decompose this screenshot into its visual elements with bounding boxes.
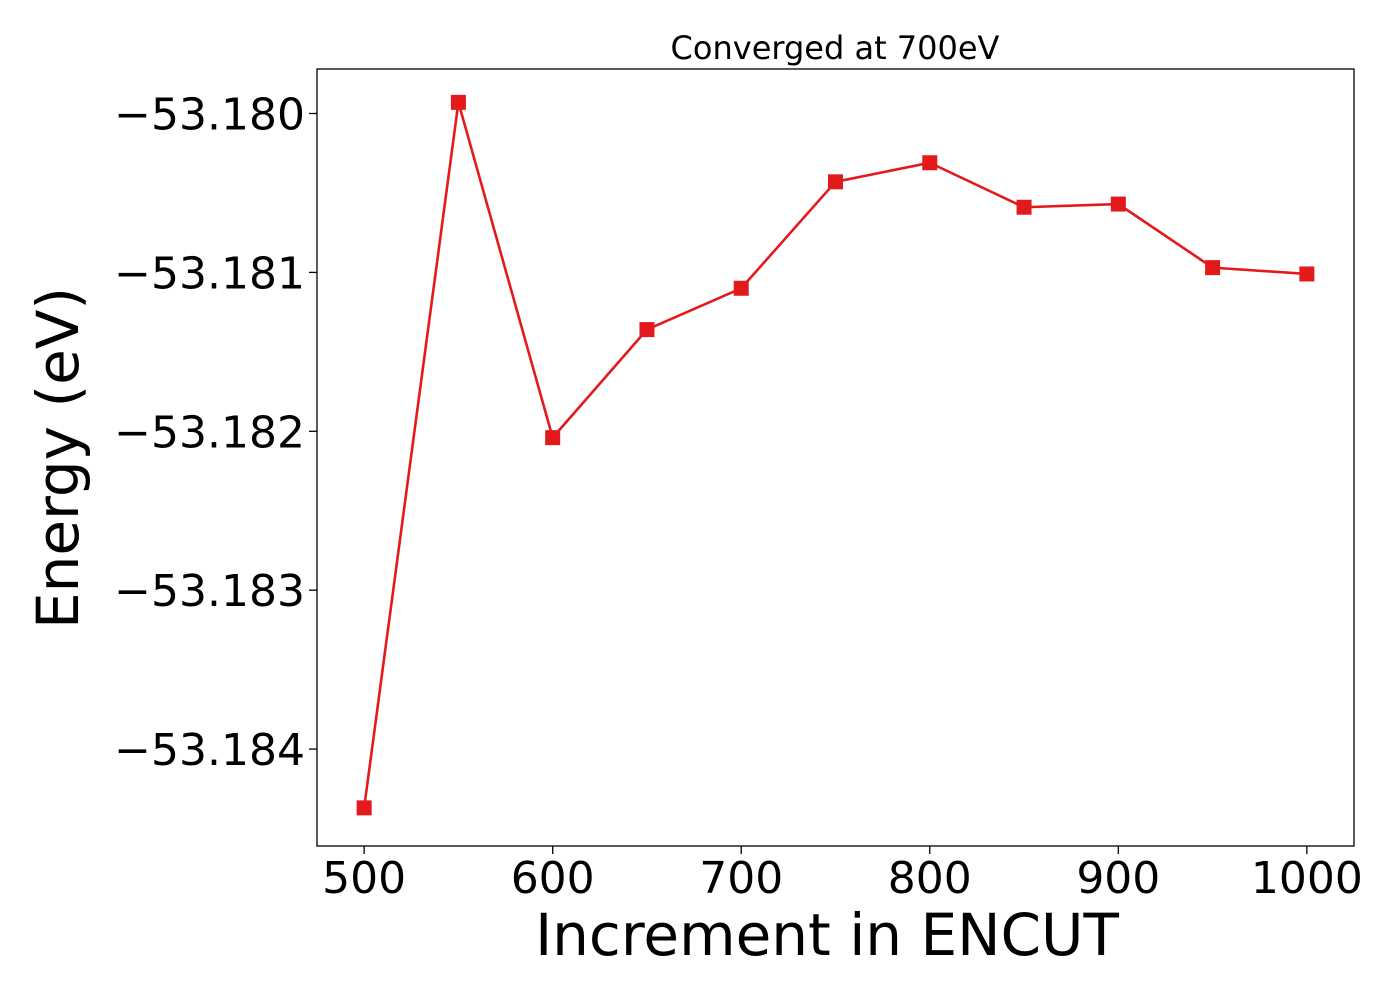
data-point-marker [545,430,561,446]
x-tick-label: 700 [699,853,783,904]
y-tick-label: −53.181 [114,248,305,299]
data-point-marker [1205,260,1221,276]
x-tick-label: 500 [322,853,406,904]
plot-frame [316,68,1355,847]
x-axis-ticks: 500 600 700 800 900 1000 [322,846,1363,904]
chart-title: Converged at 700eV [671,29,1000,67]
data-point-marker [1110,196,1126,212]
data-point-marker [733,280,749,296]
data-point-marker [922,155,938,171]
data-point-marker [828,174,843,190]
x-tick-label: 1000 [1251,853,1363,904]
data-point-marker [1299,266,1315,282]
data-point-marker [356,800,372,816]
data-point-marker [639,322,655,338]
x-tick-label: 800 [888,853,972,904]
y-tick-label: −53.183 [114,566,305,617]
x-tick-label: 900 [1076,853,1160,904]
y-tick-label: −53.184 [114,725,305,776]
y-axis-label: Energy (eV) [24,287,92,629]
y-axis-ticks: −53.180 −53.181 −53.182 −53.183 −53.184 [114,89,317,776]
plot-area [356,94,1315,816]
data-point-marker [450,94,466,110]
x-tick-label: 600 [511,853,595,904]
y-tick-label: −53.180 [114,89,305,140]
data-point-marker [1016,199,1032,215]
x-axis-label: Increment in ENCUT [535,901,1119,969]
y-tick-label: −53.182 [114,407,305,458]
